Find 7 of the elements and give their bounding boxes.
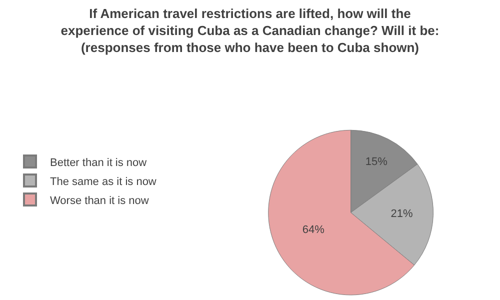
data-label: 15% <box>365 156 388 168</box>
legend-label: Worse than it is now <box>50 194 149 207</box>
chart-title: If American travel restrictions are lifted, how will the experience of visiting Cuba as a Canadian change? Will it be: (responses from those who have been to Cuba shown) <box>60 6 440 55</box>
data-label: 64% <box>302 224 325 236</box>
data-label: 21% <box>390 208 414 220</box>
legend-label: The same as it is now <box>50 176 156 188</box>
legend-label: Better than it is now <box>50 156 147 169</box>
